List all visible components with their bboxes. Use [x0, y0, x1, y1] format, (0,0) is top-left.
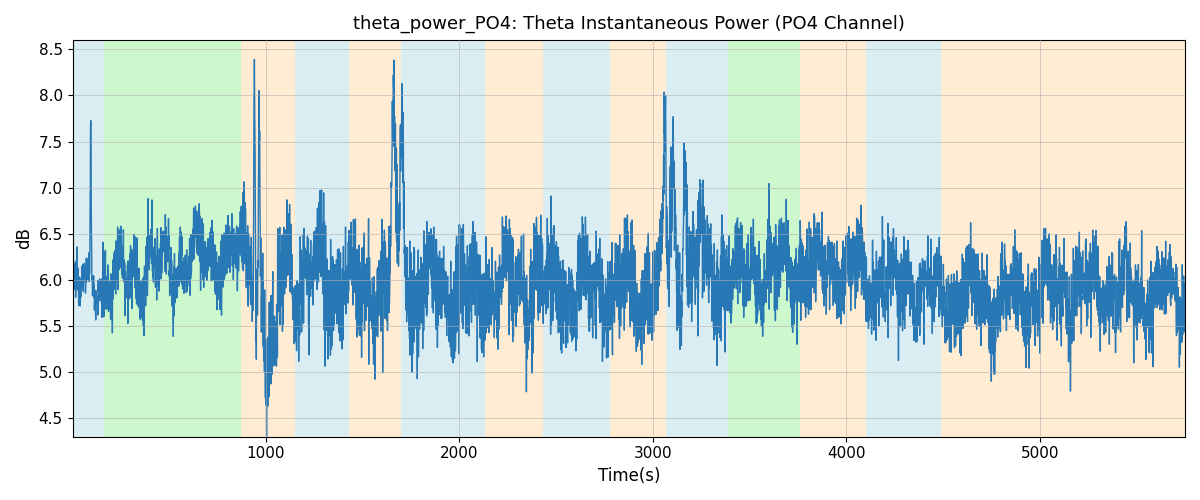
Bar	[349, 40, 402, 436]
Bar	[402, 40, 485, 436]
X-axis label: Time(s): Time(s)	[598, 467, 660, 485]
Title: theta_power_PO4: Theta Instantaneous Power (PO4 Channel): theta_power_PO4: Theta Instantaneous Pow…	[353, 15, 905, 34]
Bar	[800, 40, 865, 436]
Bar	[104, 40, 241, 436]
Y-axis label: dB: dB	[14, 228, 32, 250]
Bar	[941, 40, 997, 436]
Bar	[485, 40, 542, 436]
Bar	[241, 40, 295, 436]
Bar	[72, 40, 104, 436]
Bar	[865, 40, 941, 436]
Bar	[728, 40, 800, 436]
Bar	[611, 40, 666, 436]
Bar	[295, 40, 349, 436]
Bar	[997, 40, 1186, 436]
Bar	[666, 40, 728, 436]
Bar	[542, 40, 611, 436]
